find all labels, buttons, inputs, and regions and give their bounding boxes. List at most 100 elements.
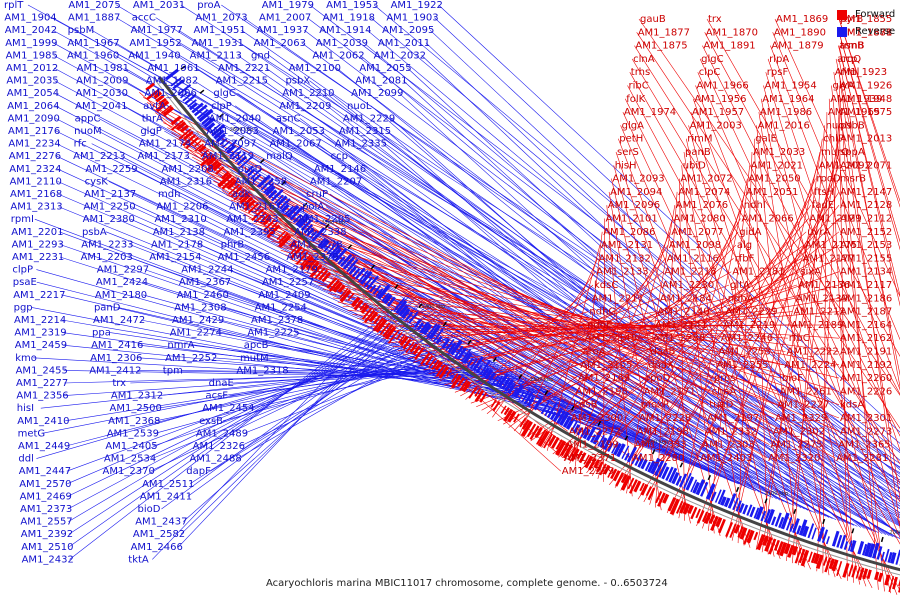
forward-feature (662, 493, 670, 504)
reverse-gene-label: glgC (213, 88, 235, 99)
forward-feature (779, 542, 788, 557)
scale-label: 2300 kbp (530, 377, 554, 383)
reverse-feature (760, 510, 767, 522)
reverse-gene-label: AM1_2411 (140, 491, 192, 502)
forward-gene-label: AM1_1891 (703, 41, 755, 52)
reverse-gene-label: mdh (158, 189, 180, 200)
scale-tick (651, 449, 656, 455)
reverse-leader (153, 337, 474, 447)
reverse-gene-label: AM1_2274 (170, 328, 222, 339)
forward-feature (438, 365, 450, 379)
reverse-gene-label: ddl (18, 454, 33, 465)
forward-gene-label: AM1_2301 (840, 413, 892, 424)
reverse-feature (552, 407, 564, 423)
forward-leader (631, 58, 900, 503)
forward-leader (611, 178, 691, 524)
scale-tick (259, 158, 265, 164)
forward-feature (176, 121, 187, 131)
reverse-gene-label: AM1_2297 (97, 265, 149, 276)
reverse-feature (884, 548, 890, 562)
forward-feature (690, 506, 698, 520)
forward-gene-label: AM1_1954 (765, 81, 817, 92)
forward-leader (708, 165, 750, 531)
reverse-gene-label: AM1_2215 (216, 76, 268, 87)
forward-feature (892, 576, 898, 590)
reverse-gene-label: exsB (199, 416, 223, 427)
forward-feature (537, 430, 550, 448)
forward-gene-label: AM1_2255 (716, 360, 768, 371)
reverse-feature (247, 168, 256, 177)
reverse-gene-label: glgP (140, 126, 162, 137)
scale-tick (394, 284, 399, 289)
reverse-gene-label: AM1_2210 (282, 88, 334, 99)
reverse-feature (289, 206, 304, 221)
forward-feature (620, 475, 631, 491)
forward-gene-label: AM1_2080 (674, 214, 726, 225)
forward-gene-label: AM1_2181 (732, 267, 784, 278)
reverse-leader (36, 281, 625, 432)
forward-feature (254, 211, 267, 224)
forward-feature (162, 106, 175, 117)
forward-feature (543, 433, 553, 449)
forward-leader (835, 58, 900, 377)
reverse-feature (377, 284, 391, 300)
reverse-feature (488, 371, 496, 382)
reverse-feature (381, 292, 390, 302)
forward-leader (838, 18, 900, 203)
reverse-feature (507, 384, 515, 395)
forward-feature (810, 552, 817, 564)
forward-feature (239, 193, 251, 205)
reverse-feature (196, 109, 209, 120)
forward-feature (583, 454, 590, 465)
reverse-gene-label: AM1_1961 (147, 63, 199, 74)
reverse-feature (198, 108, 214, 123)
reverse-leader (304, 29, 900, 484)
reverse-feature (862, 543, 868, 556)
forward-gene-label: AM1_2191 (840, 347, 892, 358)
reverse-feature (187, 99, 197, 108)
forward-gene-label: nuoN (826, 120, 852, 131)
reverse-feature (334, 248, 348, 263)
forward-feature (725, 521, 734, 538)
forward-feature (299, 255, 315, 271)
forward-feature (328, 279, 340, 292)
reverse-gene-label: AM1_2412 (89, 365, 141, 376)
reverse-feature (785, 517, 793, 531)
forward-gene-label: AM1_2092 (819, 160, 871, 171)
forward-feature (520, 420, 533, 438)
reverse-feature (213, 129, 225, 140)
forward-gene-label: AM1_2224 (784, 360, 836, 371)
reverse-gene-label: AM1_2054 (7, 88, 59, 99)
scale-label: 2200 kbp (645, 440, 669, 446)
forward-feature (230, 185, 243, 198)
reverse-feature (738, 503, 745, 514)
forward-feature (321, 271, 332, 283)
forward-feature (490, 399, 497, 408)
forward-leader (690, 112, 836, 578)
forward-gene-label: AM1_2186 (840, 293, 892, 304)
reverse-gene-label: AM1_2582 (133, 529, 185, 540)
reverse-gene-label: AM1_2233 (81, 239, 133, 250)
reverse-feature (872, 542, 880, 559)
forward-feature (359, 302, 367, 311)
forward-gene-label: AM1_1965 (828, 107, 880, 118)
forward-gene-label: rpoD (816, 174, 841, 185)
reverse-leader (61, 319, 586, 410)
reverse-leader (152, 290, 412, 560)
reverse-feature (359, 270, 373, 285)
reverse-feature (337, 256, 346, 265)
reverse-feature (540, 400, 551, 415)
reverse-feature (224, 139, 238, 152)
reverse-leader (65, 339, 477, 447)
forward-gene-label: AM1_2261 (780, 386, 832, 397)
forward-gene-label: AM1_2329 (775, 413, 827, 424)
forward-feature (182, 133, 197, 147)
forward-gene-label: AM1_2136 (798, 280, 850, 291)
reverse-gene-label: AM1_2062 (312, 50, 364, 61)
reverse-gene-label: AM1_2367 (179, 277, 231, 288)
forward-feature (599, 463, 607, 476)
reverse-gene-label: nuoM (74, 126, 101, 137)
reverse-gene-label: AM1_2006 (145, 88, 197, 99)
reverse-gene-label: AM1_2460 (177, 290, 229, 301)
forward-gene-label: AM1_1966 (697, 81, 749, 92)
